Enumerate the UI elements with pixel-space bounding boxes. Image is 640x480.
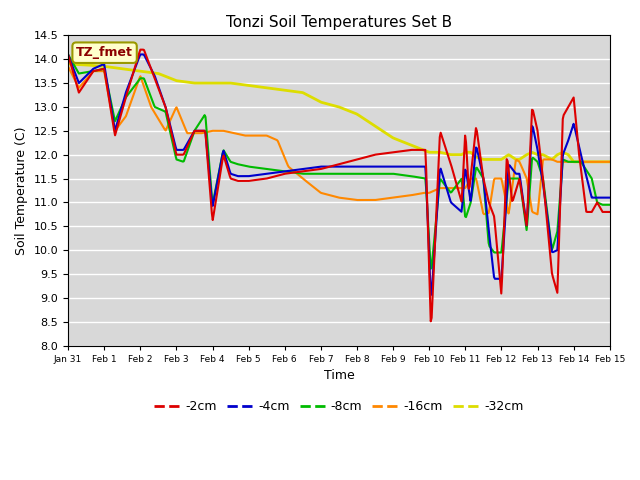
Legend: -2cm, -4cm, -8cm, -16cm, -32cm: -2cm, -4cm, -8cm, -16cm, -32cm <box>149 396 529 418</box>
Y-axis label: Soil Temperature (C): Soil Temperature (C) <box>15 126 28 255</box>
Text: TZ_fmet: TZ_fmet <box>76 46 133 59</box>
X-axis label: Time: Time <box>324 369 355 382</box>
Title: Tonzi Soil Temperatures Set B: Tonzi Soil Temperatures Set B <box>226 15 452 30</box>
